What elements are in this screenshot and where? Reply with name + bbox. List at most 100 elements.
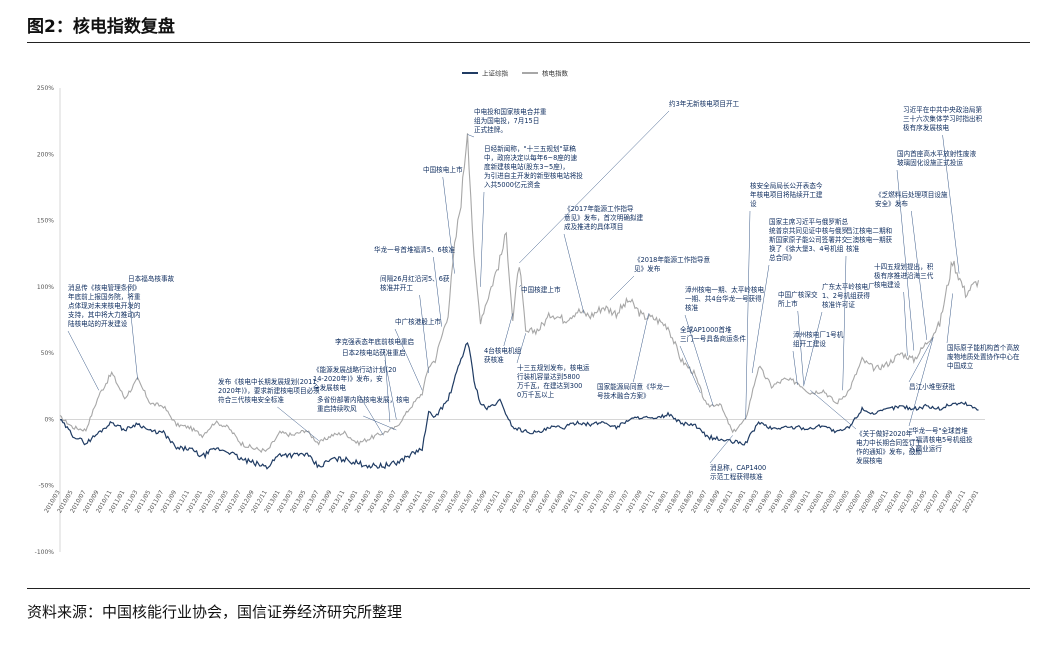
y-tick-label: 150% (37, 218, 54, 225)
annotation-leader (609, 275, 635, 301)
annotation-leader (803, 311, 823, 386)
annotation-text: 消息称，CAP1400 示范工程获得核准 (710, 463, 766, 481)
annotation: 广东太平岭核电厂 1、2号机组获得核准许可证 (803, 282, 875, 386)
annotation: 漳州核电厂1号机组开工建设 (792, 330, 844, 385)
annotation-leader (633, 313, 649, 383)
annotation: 4台核电机组获核准 (484, 313, 522, 364)
annotation-text: 华龙一号首堆福清5、6核准 (374, 245, 455, 254)
annotation-leader (519, 110, 670, 264)
annotation-text: 中国核电上市 (423, 165, 463, 174)
y-tick-label: 100% (37, 284, 54, 291)
title-rule (27, 42, 1030, 43)
annotation-leader (751, 264, 770, 374)
annotation: 全球AP1000首堆三门一号具备商运条件 (679, 325, 746, 394)
annotation-text: 间隔26月红沿河5、6获核准并开工 (380, 274, 450, 292)
annotation-text: 消息传《核电管理条例》年底前上报国务院，将重点体现对未来核电开发的支持，其中将大… (68, 283, 141, 328)
legend-label: 上证综指 (482, 69, 509, 78)
annotation-text: 约3年无新核电项目开工 (669, 99, 740, 108)
annotation-text: 李克强表态年底前核电重启 (335, 337, 414, 346)
annotation-leader (745, 210, 751, 420)
annotation-text: 国家能源局同意《华龙一号技术融合方案》 (597, 382, 670, 400)
annotation-text: 《乏燃料后处理项目设施安全》发布 (875, 190, 948, 208)
annotation-text: 昌江小堆型获批 (909, 382, 956, 391)
annotation-text: 4台核电机组获核准 (484, 346, 522, 364)
annotation-text: 广东太平岭核电厂 1、2号机组获得核准许可证 (822, 282, 875, 309)
annotation-leader (394, 328, 423, 391)
annotation: 李克强表态年底前核电重启 (335, 337, 414, 423)
annotation-text: 中广核港股上市 (395, 317, 442, 326)
annotation-leader (810, 390, 857, 430)
annotation-leader (503, 313, 514, 347)
annotation-leader (516, 333, 526, 364)
annotation-text: 十三五规划发布，核电运行装机容量达到5800 万千瓦，在建达到300 0万千瓦以上 (517, 363, 590, 399)
annotation-leader (67, 330, 100, 391)
annotation: 日本福岛核事故 (127, 274, 175, 380)
annotation-leader (442, 176, 455, 274)
y-tick-label: 250% (37, 85, 54, 92)
annotation-text: 漳州核电厂1号机组开工建设 (793, 330, 844, 348)
annotation-text: 多省份部署内陆核电发展，核电重启持续吹风 (317, 395, 410, 413)
annotation-leader (419, 294, 429, 374)
annotation-leader (911, 210, 928, 340)
annotation: 国家主席习近平与俄罗斯总统普京共同见证中核与俄罗斯国家原子能公司签署并交换了《徐… (751, 217, 849, 374)
series-line-nuclear-index (59, 133, 980, 454)
legend: 上证综指 核电指数 (462, 69, 569, 78)
annotation: 国家能源局同意《华龙一号技术融合方案》 (597, 313, 670, 400)
annotation-text: 习近平在中共中央政治局第三十六次集体学习时指出积极有序发展核电 (903, 105, 983, 132)
grid-layer (59, 88, 985, 552)
annotation: 间隔26月红沿河5、6获核准并开工 (380, 274, 450, 374)
annotation-leader (679, 345, 701, 394)
figure-title: 图2：核电指数复盘 (27, 17, 175, 37)
annotation-leader (842, 255, 847, 391)
annotation: 习近平在中共中央政治局第三十六次集体学习时指出积极有序发展核电 (903, 105, 983, 274)
annotation-leader (563, 233, 585, 314)
annotation-leader (384, 359, 397, 420)
annotation: "华龙一号"全球首堆—福清核电5号机组投入商业运行 (908, 337, 973, 453)
annotation: 中广核港股上市 (394, 317, 442, 391)
annotation: 中国核电上市 (423, 165, 463, 274)
annotation-leader (467, 134, 475, 138)
annotation-text: 《关于做好2020年电力中长期合同签订工作的通知》发布，鼓励发展核电 (856, 429, 922, 465)
annotation: 昌江核电二期和三澳核电一期获核准 (842, 226, 893, 391)
annotation-leader (946, 293, 953, 344)
annotation: 十四五规划提出，积极有序推进沿海三代核电建设 (874, 262, 934, 356)
legend-label: 核电指数 (542, 69, 569, 78)
annotation: 国际原子能机构首个高放废物地质处置协作中心在中国成立 (946, 293, 1020, 370)
annotation-leader (127, 285, 138, 380)
y-tick-label: 200% (37, 151, 54, 158)
annotation: 中国核建上市 (519, 284, 561, 294)
annotation: 《关于做好2020年电力中长期合同签订工作的通知》发布，鼓励发展核电 (810, 390, 922, 465)
annotation-text: 国内首座高水平放射性废液玻璃固化设施正式投运 (897, 149, 977, 167)
annotation-leader (709, 435, 733, 464)
series-line-shanghai-composite (59, 342, 979, 470)
annotation: 漳州核电一期、太平岭核电一期、共4台华龙一号获得核准 (684, 285, 765, 407)
annotation: 国内首座高水平放射性废液玻璃固化设施正式投运 (896, 149, 977, 351)
annotation-leader (896, 169, 915, 351)
y-tick-label: -50% (38, 483, 54, 490)
annotation-leader (792, 350, 798, 385)
annotation-text: 中国核建上市 (521, 285, 561, 294)
annotation-leader (942, 134, 960, 274)
annotation: 日本2核电站获准重启 (342, 348, 406, 420)
annotation: 《2018年能源工作指导意见》发布 (609, 255, 711, 301)
annotation-leader (519, 284, 522, 288)
annotation-text: 漳州核电一期、太平岭核电一期、共4台华龙一号获得核准 (685, 285, 765, 312)
annotation: 发布《核电中长期发展规划(2011-2020年)》，要求新建核电项目必须符合三代… (218, 377, 320, 441)
annotation: 中国广核深交所上市 (778, 290, 818, 387)
annotation-text: "华龙一号"全球首堆—福清核电5号机组投入商业运行 (909, 426, 973, 453)
annotation-text: 核安全局局长公开表态今年核电项目将陆续开工建设 (750, 181, 823, 208)
annotation-text: 中电投和国家核电合并重组为国电投，7月15日正式挂牌。 (474, 107, 547, 134)
annotation-text: 发布《核电中长期发展规划(2011-2020年)》，要求新建核电项目必须符合三代… (218, 377, 320, 404)
annotation-text: 《2018年能源工作指导意见》发布 (634, 255, 711, 273)
annotation: 消息传《核电管理条例》年底前上报国务院，将重点体现对未来核电开发的支持，其中将大… (67, 283, 141, 391)
annotation-leader (433, 256, 442, 327)
annotation-leader (903, 291, 908, 356)
annotation: 消息称，CAP1400 示范工程获得核准 (709, 435, 766, 481)
annotation-leader (277, 406, 319, 441)
annotation-leader (480, 191, 485, 287)
annotation-layer: 消息传《核电管理条例》年底前上报国务院，将重点体现对未来核电开发的支持，其中将大… (67, 99, 1020, 481)
annotation: 中电投和国家核电合并重组为国电投，7月15日正式挂牌。 (467, 107, 547, 138)
annotation: 《乏燃料后处理项目设施安全》发布 (875, 190, 948, 340)
annotation-leader (797, 310, 805, 387)
annotation-text: 全球AP1000首堆三门一号具备商运条件 (680, 325, 746, 343)
